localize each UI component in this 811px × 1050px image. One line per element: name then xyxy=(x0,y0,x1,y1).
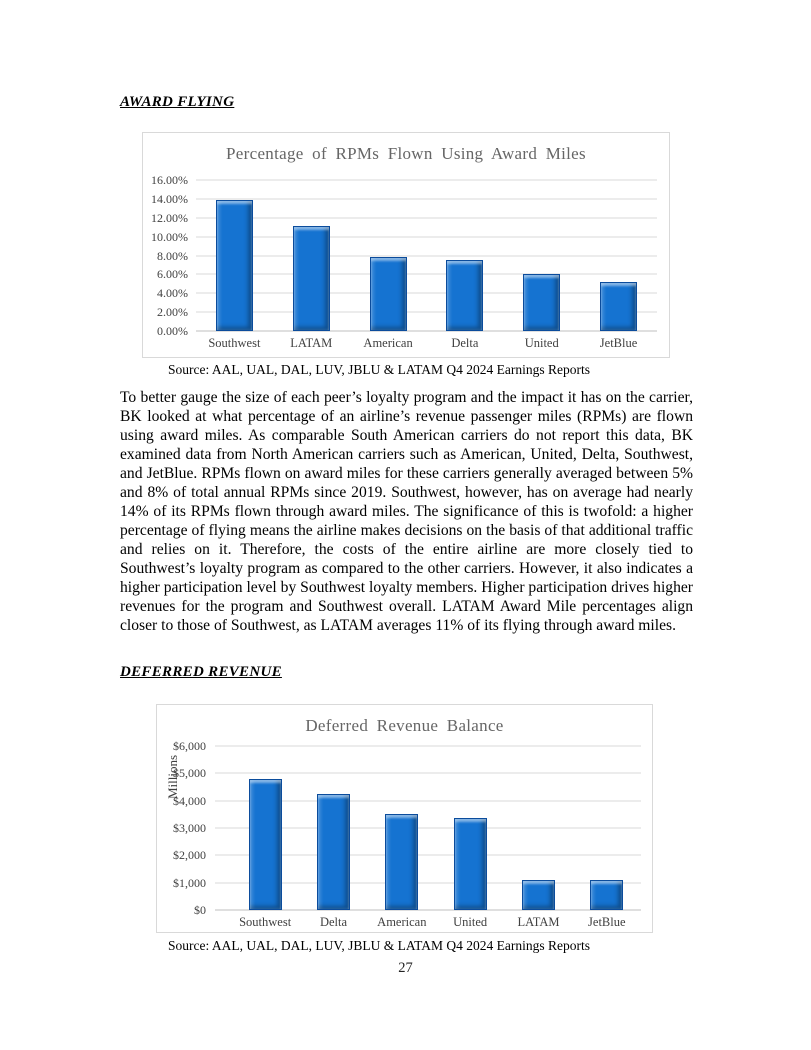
bar-southwest xyxy=(248,778,282,910)
x-tick-label: American xyxy=(377,915,427,929)
gridline xyxy=(196,217,657,219)
x-tick-label: United xyxy=(524,336,559,350)
x-tick-label: JetBlue xyxy=(588,915,626,929)
bar-latam xyxy=(292,226,330,331)
bar-delta xyxy=(317,793,350,910)
chart-deferred-revenue: Deferred Revenue Balance Millions $0 $1,0… xyxy=(156,704,653,933)
bar-slot xyxy=(350,180,427,331)
gridline xyxy=(196,292,657,294)
y-tick-label: $2,000 xyxy=(173,848,206,863)
gridline xyxy=(215,854,641,856)
bar-series xyxy=(196,180,657,331)
bar-united xyxy=(523,274,561,331)
y-tick-label: $4,000 xyxy=(173,793,206,808)
bar-southwest xyxy=(215,199,253,331)
gridline xyxy=(215,827,641,829)
y-tick-label: 14.00% xyxy=(151,191,188,206)
gridline xyxy=(215,882,641,884)
source-line: Source: AAL, UAL, DAL, LUV, JBLU & LATAM… xyxy=(168,938,591,953)
gridline xyxy=(215,772,641,774)
y-tick-label: $1,000 xyxy=(173,875,206,890)
y-tick-label: 12.00% xyxy=(151,210,188,225)
x-axis-labels: Southwest Delta American United LATAM JetBlue xyxy=(231,916,641,929)
bar-slot xyxy=(504,746,572,910)
bar-series xyxy=(231,746,641,910)
y-axis-labels: 0.00% 2.00% 4.00% 6.00% 8.00% 10.00% 12.00% 14.… xyxy=(143,174,190,337)
y-tick-label: $6,000 xyxy=(173,739,206,753)
bar-slot xyxy=(573,746,641,910)
bar-delta xyxy=(446,260,484,331)
y-tick-label: 6.00% xyxy=(157,267,188,282)
gridline xyxy=(196,198,657,200)
bar-slot xyxy=(436,746,504,910)
y-tick-label: 8.00% xyxy=(157,248,188,263)
y-tick-label: 0.00% xyxy=(157,324,188,338)
gridline xyxy=(196,179,657,181)
heading-award-flying: AWARD FLYING xyxy=(120,94,235,110)
plot-area xyxy=(215,745,641,911)
y-tick-label: 10.00% xyxy=(151,229,188,244)
gridline xyxy=(215,745,641,747)
x-tick-label: LATAM xyxy=(290,336,333,350)
bar-slot xyxy=(426,180,503,331)
gridline xyxy=(196,330,657,332)
gridline xyxy=(196,273,657,275)
x-tick-label: LATAM xyxy=(517,915,560,929)
x-tick-label: Delta xyxy=(319,915,348,929)
y-axis-labels: $0 $1,000 $2,000 $3,000 $4,000 $5,000 $6,000 xyxy=(157,740,208,916)
bar-slot xyxy=(368,746,436,910)
y-tick-label: $5,000 xyxy=(173,766,206,781)
gridline xyxy=(196,236,657,238)
x-axis-labels: Southwest LATAM American Delta United JetBlue xyxy=(196,337,657,350)
bar-american xyxy=(385,814,419,910)
gridline xyxy=(215,800,641,802)
bar-latam xyxy=(522,879,555,910)
bar-slot xyxy=(299,746,367,910)
bar-american xyxy=(369,257,407,331)
chart-title: Percentage of RPMs Flown Using Award Mil… xyxy=(226,144,586,163)
chart-rpm-award-miles: Percentage of RPMs Flown Using Award Mil… xyxy=(142,132,670,358)
gridline xyxy=(215,909,641,911)
page-number: 27 xyxy=(398,960,413,976)
y-tick-label: 4.00% xyxy=(157,286,188,301)
chart-title: Deferred Revenue Balance xyxy=(305,716,504,735)
heading-deferred-revenue: DEFERRED REVENUE xyxy=(120,664,282,680)
x-tick-label: American xyxy=(363,336,413,350)
gridline xyxy=(196,311,657,313)
bar-jetblue xyxy=(600,281,637,331)
bar-slot xyxy=(503,180,580,331)
gridline xyxy=(196,255,657,256)
x-tick-label: Southwest xyxy=(208,336,261,350)
x-tick-label: United xyxy=(453,915,488,929)
bar-slot xyxy=(580,180,657,331)
body-paragraph: To better gauge the size of each peer’s … xyxy=(120,389,693,634)
bar-slot xyxy=(273,180,350,331)
x-tick-label: Southwest xyxy=(239,915,292,929)
bar-jetblue xyxy=(590,880,624,910)
source-line: Source: AAL, UAL, DAL, LUV, JBLU & LATAM… xyxy=(168,362,591,377)
x-tick-label: JetBlue xyxy=(599,336,638,350)
x-tick-label: Delta xyxy=(451,336,479,350)
plot-area xyxy=(196,179,657,332)
bar-slot xyxy=(196,180,273,331)
bar-slot xyxy=(231,746,299,910)
bar-united xyxy=(453,818,487,910)
y-tick-label: 2.00% xyxy=(157,305,188,320)
y-tick-label: $3,000 xyxy=(173,821,206,835)
y-tick-label: 16.00% xyxy=(151,173,188,187)
y-tick-label: $0 xyxy=(194,903,206,917)
